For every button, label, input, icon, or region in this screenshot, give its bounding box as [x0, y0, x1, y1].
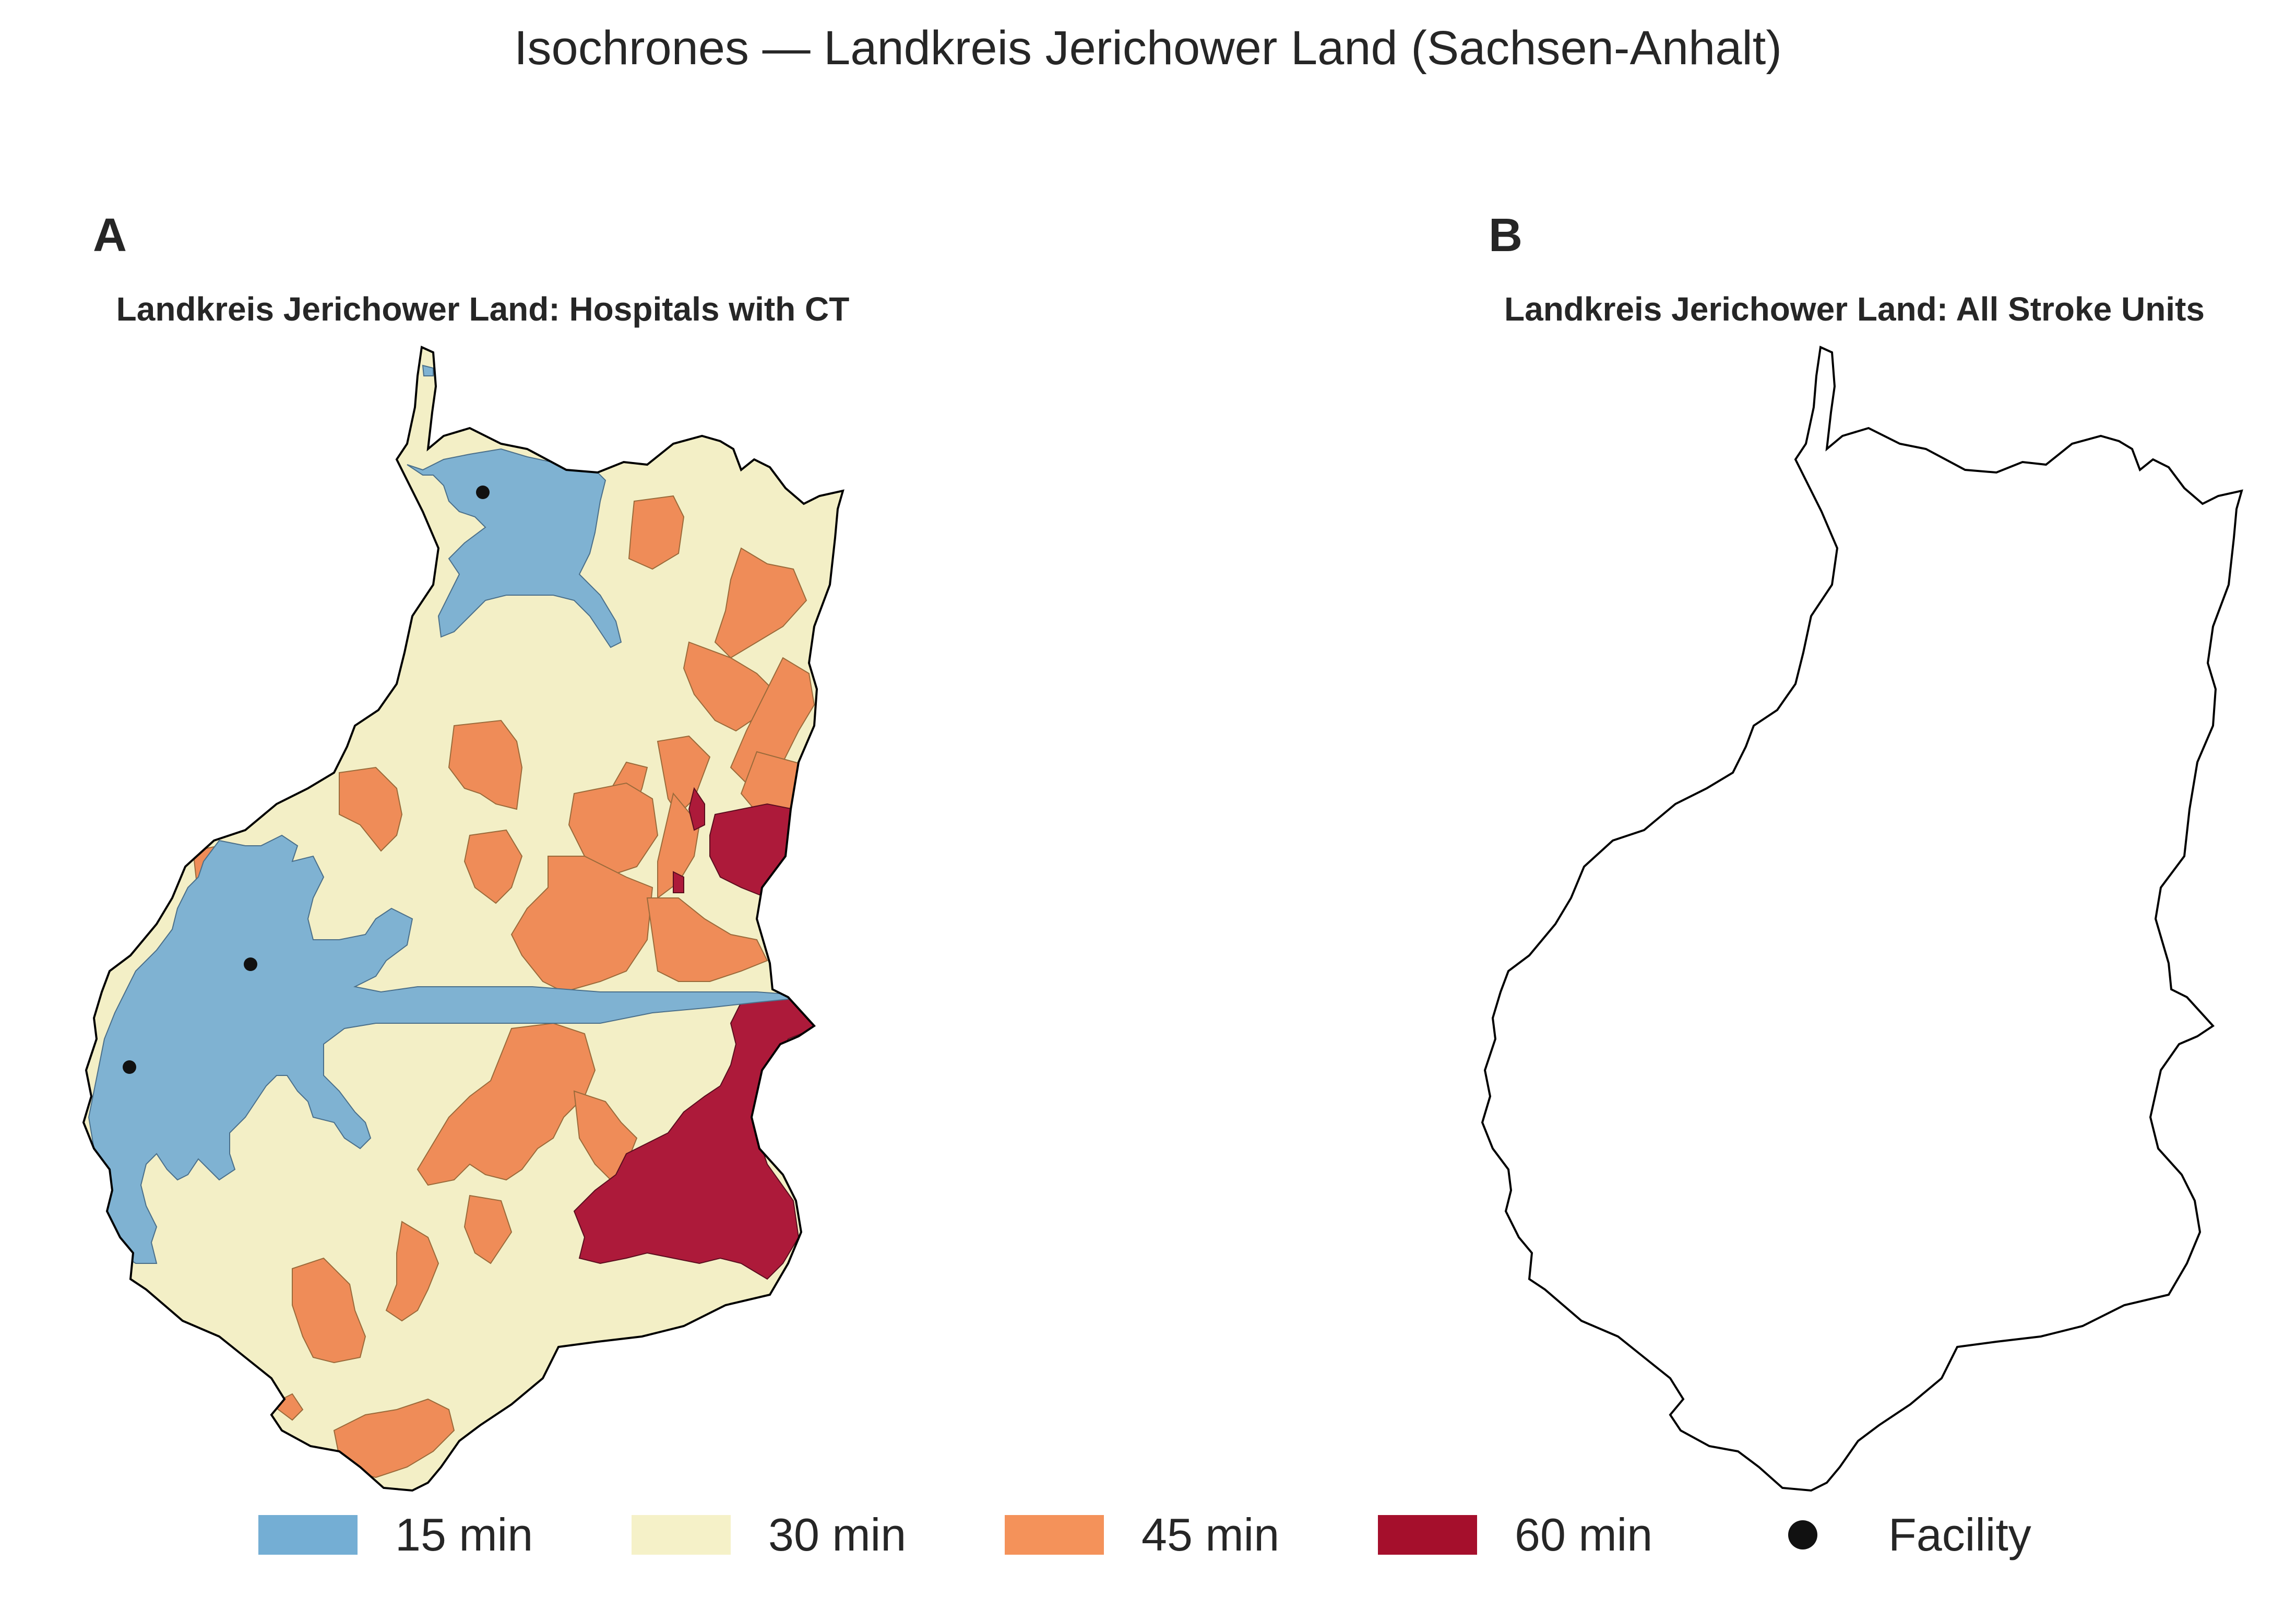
district-outline-b [1481, 346, 2243, 1492]
panel-a-title: Landkreis Jerichower Land: Hospitals wit… [116, 290, 850, 328]
legend-label-facility: Facility [1888, 1509, 2031, 1560]
legend-item-45: 45 min [1005, 1504, 1279, 1566]
legend-label-60: 60 min [1515, 1509, 1653, 1560]
iso-45-zones [192, 495, 815, 1478]
iso-60-zones [1628, 365, 2182, 1490]
legend-swatch-30 [632, 1515, 731, 1555]
legend-swatch-15 [258, 1515, 358, 1555]
legend-item-facility: Facility [1754, 1504, 2031, 1566]
facility-dot-icon [1788, 1520, 1817, 1549]
panel-b-title: Landkreis Jerichower Land: All Stroke Un… [1504, 290, 2205, 328]
panel-b-letter: B [1489, 209, 1522, 262]
legend: 15 min 30 min 45 min 60 min Facility [0, 1504, 2296, 1566]
legend-label-45: 45 min [1141, 1509, 1280, 1560]
uncovered-areas [1853, 684, 2156, 1326]
legend-item-15: 15 min [258, 1504, 533, 1566]
iso-30-zones [1482, 919, 2182, 1253]
iso-15-zone [1501, 1036, 1592, 1065]
legend-swatch-60 [1378, 1515, 1477, 1555]
figure-title: Isochrones — Landkreis Jerichower Land (… [514, 21, 1782, 75]
iso-15-zones [88, 364, 843, 1264]
legend-item-60: 60 min [1378, 1504, 1652, 1566]
legend-item-30: 30 min [632, 1504, 906, 1566]
panel-b-map [1481, 346, 2243, 1492]
facility-marker [476, 486, 490, 499]
legend-label-30: 30 min [768, 1509, 907, 1560]
panel-a-map [82, 346, 844, 1492]
iso-45-zones [1508, 783, 2192, 1404]
panel-a-letter: A [93, 209, 127, 262]
facility-marker [244, 957, 257, 971]
legend-label-15: 15 min [395, 1509, 533, 1560]
legend-swatch-45 [1005, 1515, 1104, 1555]
facility-marker [123, 1060, 136, 1074]
